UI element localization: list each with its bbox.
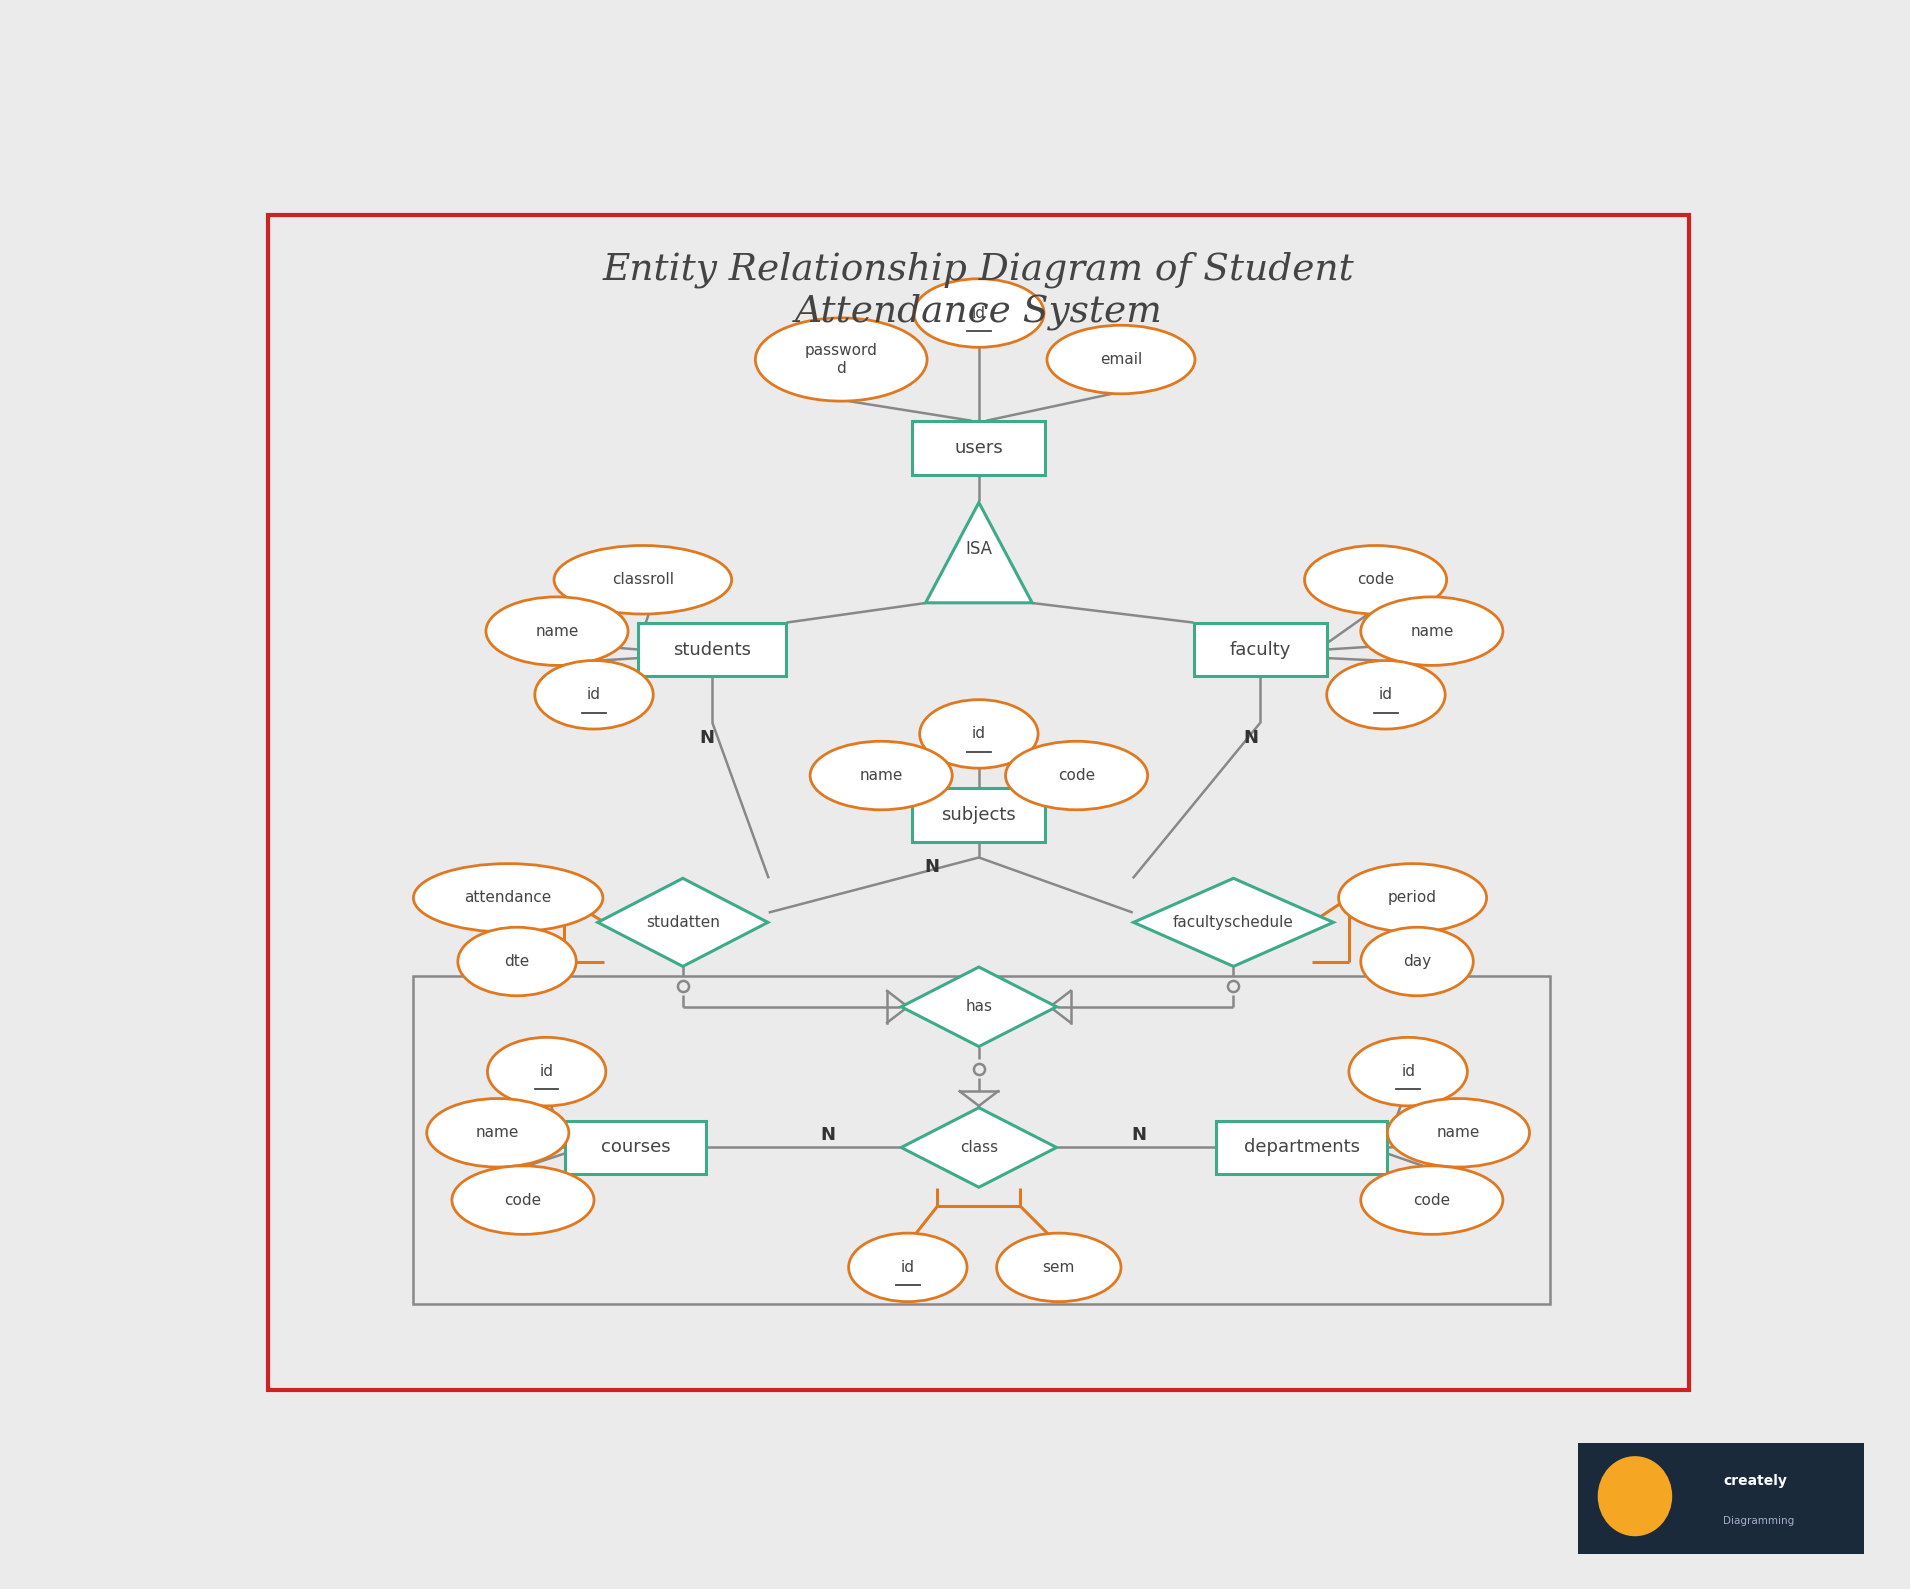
Text: id: id <box>1379 688 1392 702</box>
Bar <box>413 976 1551 1305</box>
Bar <box>913 788 1045 842</box>
Ellipse shape <box>458 928 577 996</box>
Text: id: id <box>1402 1065 1415 1079</box>
Ellipse shape <box>1047 326 1196 394</box>
Text: sem: sem <box>1043 1260 1075 1274</box>
Polygon shape <box>902 1108 1056 1187</box>
Bar <box>1194 623 1327 677</box>
Ellipse shape <box>1339 864 1486 933</box>
Text: studatten: studatten <box>646 915 720 930</box>
Polygon shape <box>902 968 1056 1047</box>
Ellipse shape <box>921 699 1039 767</box>
Text: classroll: classroll <box>611 572 674 588</box>
Bar <box>1217 1120 1387 1174</box>
Ellipse shape <box>1597 1456 1671 1537</box>
Polygon shape <box>598 879 768 966</box>
Ellipse shape <box>413 864 604 933</box>
Ellipse shape <box>1348 1038 1467 1106</box>
Text: faculty: faculty <box>1230 640 1291 658</box>
Ellipse shape <box>754 318 926 400</box>
Text: N: N <box>924 858 940 876</box>
Ellipse shape <box>453 1166 594 1235</box>
Ellipse shape <box>1305 545 1446 613</box>
Text: code: code <box>1356 572 1394 588</box>
Text: id: id <box>972 305 986 321</box>
Polygon shape <box>1133 879 1333 966</box>
Text: users: users <box>955 439 1003 456</box>
Polygon shape <box>926 502 1031 602</box>
Text: name: name <box>1410 623 1454 639</box>
Text: N: N <box>699 729 714 747</box>
Text: courses: courses <box>600 1138 670 1157</box>
Ellipse shape <box>1360 928 1473 996</box>
Text: N: N <box>1243 729 1259 747</box>
Text: id: id <box>541 1065 554 1079</box>
Text: period: period <box>1389 890 1436 906</box>
Ellipse shape <box>1360 1166 1503 1235</box>
Text: code: code <box>1058 767 1094 783</box>
Text: subjects: subjects <box>942 806 1016 823</box>
Text: id: id <box>972 726 986 742</box>
Text: name: name <box>535 623 579 639</box>
Ellipse shape <box>1005 740 1148 810</box>
Text: N: N <box>821 1127 835 1144</box>
Ellipse shape <box>1360 597 1503 666</box>
Text: id: id <box>586 688 602 702</box>
Text: facultyschedule: facultyschedule <box>1173 915 1293 930</box>
Text: Entity Relationship Diagram of Student
Attendance System: Entity Relationship Diagram of Student A… <box>604 251 1354 331</box>
Ellipse shape <box>913 278 1045 348</box>
Text: Diagramming: Diagramming <box>1723 1516 1793 1525</box>
Ellipse shape <box>1327 661 1446 729</box>
Ellipse shape <box>1387 1098 1530 1166</box>
Text: departments: departments <box>1243 1138 1360 1157</box>
Ellipse shape <box>426 1098 569 1166</box>
Text: has: has <box>965 999 993 1014</box>
Text: name: name <box>860 767 903 783</box>
Text: students: students <box>674 640 751 658</box>
Bar <box>913 421 1045 475</box>
Text: dte: dte <box>504 953 529 969</box>
Text: id: id <box>902 1260 915 1274</box>
Ellipse shape <box>554 545 732 613</box>
Text: code: code <box>1413 1193 1450 1208</box>
Ellipse shape <box>535 661 653 729</box>
Text: password
d: password d <box>804 343 879 375</box>
Text: name: name <box>1436 1125 1480 1141</box>
Text: class: class <box>961 1139 997 1155</box>
Text: email: email <box>1100 353 1142 367</box>
Text: creately: creately <box>1723 1473 1788 1487</box>
Ellipse shape <box>487 1038 605 1106</box>
Ellipse shape <box>997 1233 1121 1301</box>
Text: attendance: attendance <box>464 890 552 906</box>
Text: code: code <box>504 1193 542 1208</box>
Bar <box>638 623 787 677</box>
Bar <box>565 1120 707 1174</box>
Ellipse shape <box>485 597 628 666</box>
Ellipse shape <box>848 1233 966 1301</box>
Ellipse shape <box>810 740 953 810</box>
Text: N: N <box>1131 1127 1146 1144</box>
Text: ISA: ISA <box>965 540 993 558</box>
Text: day: day <box>1404 953 1431 969</box>
Text: name: name <box>476 1125 520 1141</box>
